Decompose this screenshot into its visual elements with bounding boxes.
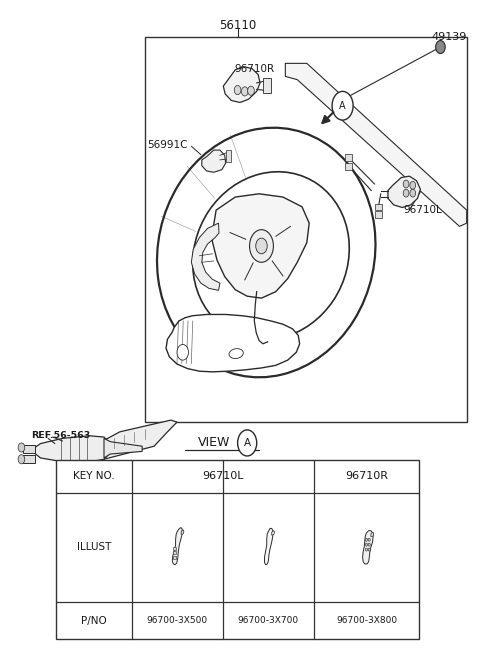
Circle shape <box>403 189 409 197</box>
Text: 96700-3X700: 96700-3X700 <box>238 616 299 625</box>
Polygon shape <box>202 150 226 172</box>
Circle shape <box>256 238 267 253</box>
Bar <box>345 154 352 160</box>
Bar <box>173 546 176 550</box>
Circle shape <box>368 543 371 546</box>
Text: 96700-3X800: 96700-3X800 <box>336 616 397 625</box>
Circle shape <box>403 180 409 188</box>
Text: 96700-3X500: 96700-3X500 <box>147 616 208 625</box>
Circle shape <box>250 230 274 262</box>
Circle shape <box>18 443 25 452</box>
Circle shape <box>436 41 445 54</box>
Polygon shape <box>34 436 110 462</box>
Text: A: A <box>339 101 346 111</box>
Polygon shape <box>362 531 373 564</box>
Circle shape <box>332 92 353 120</box>
Bar <box>144 37 467 422</box>
Circle shape <box>410 181 416 189</box>
Ellipse shape <box>157 128 375 377</box>
Text: REF.56-563: REF.56-563 <box>31 431 90 440</box>
Circle shape <box>410 189 416 197</box>
Circle shape <box>177 345 189 360</box>
Bar <box>345 163 352 170</box>
Bar <box>173 551 176 554</box>
Ellipse shape <box>229 348 243 358</box>
Polygon shape <box>223 67 260 102</box>
Circle shape <box>365 538 368 541</box>
Circle shape <box>238 430 257 456</box>
Polygon shape <box>75 462 144 485</box>
Polygon shape <box>172 528 182 565</box>
Polygon shape <box>166 314 300 372</box>
Bar <box>24 455 35 463</box>
Text: 96710L: 96710L <box>202 471 243 481</box>
Text: P/NO: P/NO <box>81 616 107 626</box>
Polygon shape <box>212 194 309 298</box>
Circle shape <box>368 548 371 551</box>
Polygon shape <box>104 438 142 458</box>
Circle shape <box>248 86 254 96</box>
Polygon shape <box>388 176 420 208</box>
Ellipse shape <box>193 172 349 340</box>
Text: 96710R: 96710R <box>345 471 388 481</box>
Bar <box>226 150 231 162</box>
Text: 49139: 49139 <box>432 32 467 43</box>
Circle shape <box>241 87 248 96</box>
Text: VIEW: VIEW <box>198 436 230 449</box>
Bar <box>24 445 35 453</box>
Circle shape <box>365 548 368 551</box>
Polygon shape <box>192 223 220 290</box>
Circle shape <box>18 455 25 464</box>
Polygon shape <box>272 531 275 535</box>
Circle shape <box>234 86 241 95</box>
Text: KEY NO.: KEY NO. <box>73 471 115 481</box>
Circle shape <box>365 543 368 546</box>
Bar <box>374 212 382 218</box>
Polygon shape <box>264 529 273 565</box>
Text: 56110: 56110 <box>219 19 256 32</box>
Bar <box>56 460 419 639</box>
Polygon shape <box>97 420 177 459</box>
Text: 96710R: 96710R <box>234 64 275 73</box>
Bar <box>374 204 382 210</box>
Polygon shape <box>285 64 467 227</box>
Polygon shape <box>181 530 184 534</box>
Bar <box>173 555 176 559</box>
Text: A: A <box>243 438 251 448</box>
Text: 56991C: 56991C <box>147 140 188 150</box>
Circle shape <box>368 538 371 541</box>
Text: ILLUST: ILLUST <box>77 542 111 552</box>
Bar <box>263 79 272 93</box>
Text: 96710L: 96710L <box>403 205 442 215</box>
Polygon shape <box>371 532 373 536</box>
